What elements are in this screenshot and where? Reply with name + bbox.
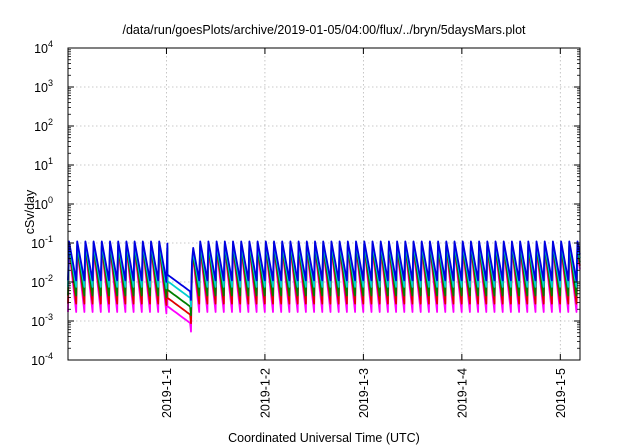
y-tick-label: 10-3 (31, 312, 53, 329)
y-tick-label: 101 (34, 156, 53, 173)
grid (68, 47, 580, 361)
y-tick-label: 10-4 (31, 351, 53, 368)
x-tick-label: 2019-1-1 (160, 368, 174, 418)
x-tick-label: 2019-1-5 (554, 368, 568, 418)
x-axis: 2019-1-1 2019-1-2 2019-1-3 2019-1-4 2019-1-5 (160, 48, 568, 418)
y-axis: 10-4 10-3 10-2 10-1 100 101 102 103 104 (31, 39, 580, 368)
x-axis-label: Coordinated Universal Time (UTC) (228, 431, 420, 445)
x-tick-label: 2019-1-2 (258, 368, 272, 418)
x-tick-label: 2019-1-4 (455, 368, 469, 418)
chart-title: /data/run/goesPlots/archive/2019-01-05/0… (122, 23, 526, 37)
y-tick-label: 102 (34, 117, 53, 134)
y-tick-label: 103 (34, 78, 53, 95)
y-tick-label: 100 (34, 195, 53, 212)
y-tick-label: 104 (34, 39, 53, 56)
series-line-4 (67, 240, 581, 301)
x-tick-label: 2019-1-3 (357, 368, 371, 418)
series-layer (67, 240, 581, 333)
y-tick-label: 10-1 (31, 234, 53, 251)
y-tick-label: 10-2 (31, 273, 53, 290)
y-axis-label: cSv/day (23, 189, 37, 234)
